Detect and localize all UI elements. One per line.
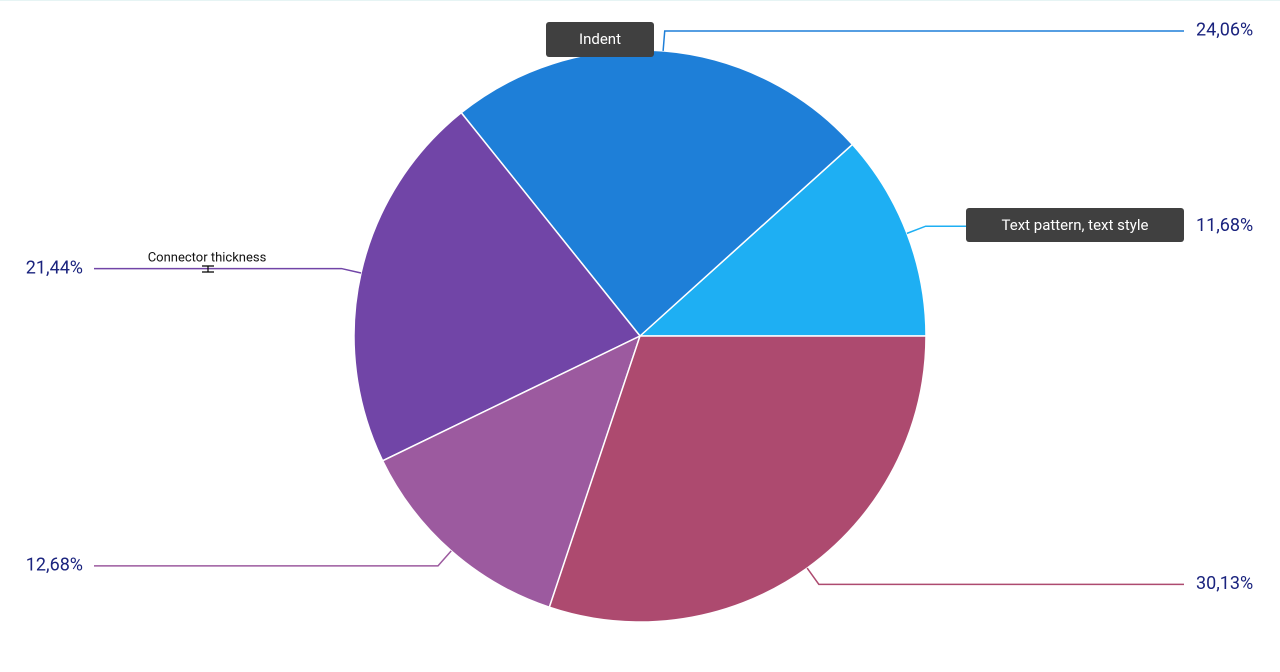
- pie-slice: [353, 111, 642, 462]
- pie-slice: [381, 334, 642, 609]
- tooltip-text: Text pattern, text style: [1002, 216, 1149, 234]
- pie: [353, 49, 927, 623]
- pie-slice: [460, 49, 854, 338]
- tooltip-text: Indent: [579, 30, 621, 48]
- value-label: 30,13%: [1196, 573, 1253, 594]
- connector: [662, 30, 1184, 51]
- hover-label: Connector thickness: [148, 250, 267, 265]
- connector: [806, 567, 1184, 586]
- value-label: 12,68%: [26, 555, 83, 576]
- pie-slice: [638, 143, 927, 337]
- tooltip: [546, 22, 654, 57]
- value-label: 24,06%: [1196, 20, 1253, 41]
- connector: [94, 267, 362, 274]
- value-label: 11,68%: [1196, 215, 1253, 236]
- connector: [94, 550, 452, 567]
- pie-slice: [548, 335, 927, 623]
- tooltip: [966, 208, 1184, 242]
- value-label: 21,44%: [26, 257, 83, 278]
- cursor: [202, 265, 214, 273]
